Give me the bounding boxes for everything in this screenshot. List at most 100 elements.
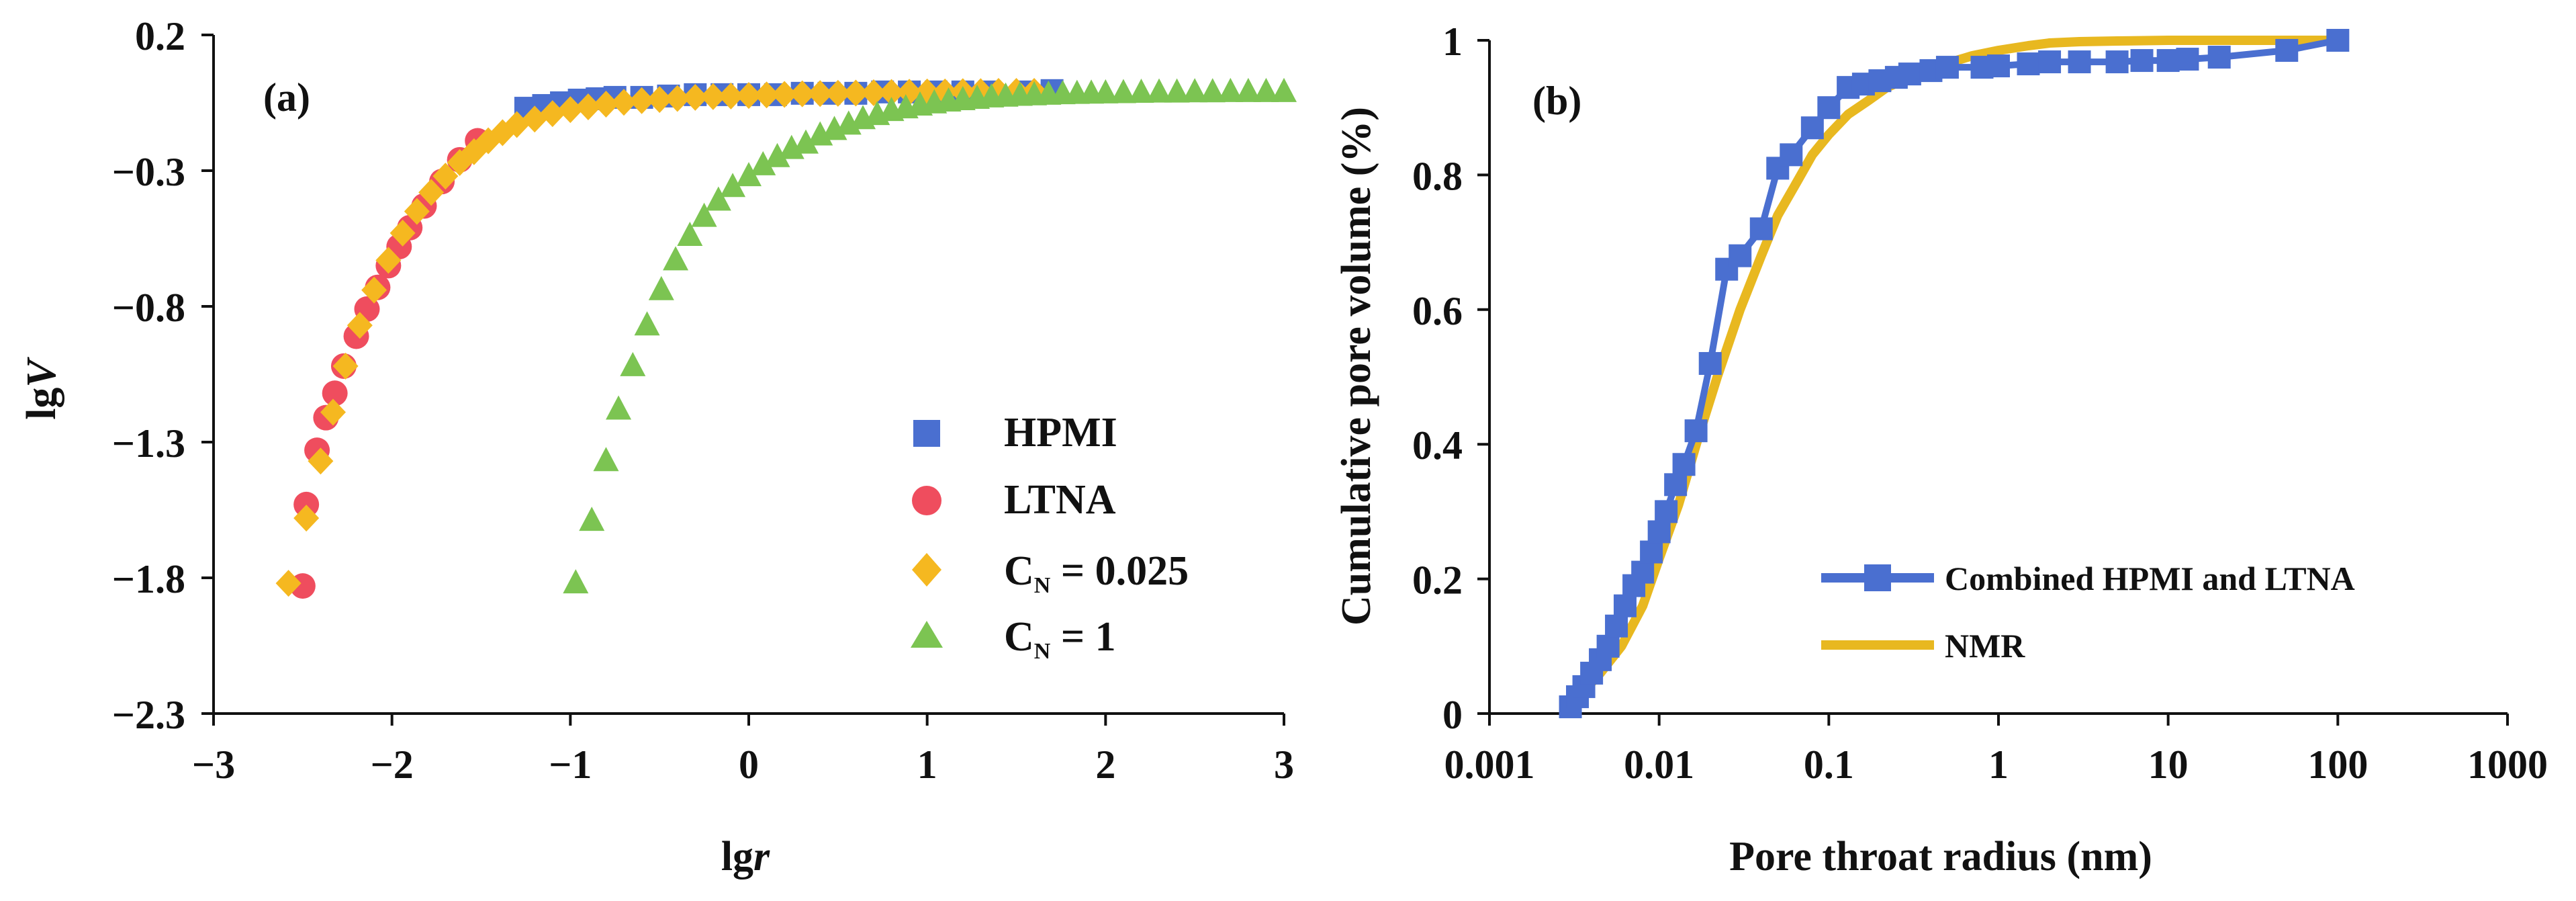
panel-a-y-tick-label: −0.3	[112, 150, 185, 194]
point-c-n-0-025	[772, 81, 798, 108]
point-c-n-1	[593, 447, 619, 472]
point-c-n-1	[606, 395, 632, 420]
point-combined-hpmi-and-ltna	[1698, 351, 1722, 375]
panel-a-x-label-var: r	[753, 834, 770, 879]
panel-a-data-points	[275, 77, 1297, 599]
point-combined-hpmi-and-ltna	[2105, 50, 2129, 74]
panel-a-legend: HPMI LTNA CN = 0.025 CN = 1	[911, 410, 1189, 664]
panel-b-x-tick-label: 0.001	[1444, 742, 1535, 787]
point-c-n-1	[579, 507, 605, 531]
point-c-n-1	[720, 173, 746, 198]
panel-a-x-tick-label: 1	[917, 742, 937, 787]
point-combined-hpmi-and-ltna	[2156, 49, 2180, 73]
point-c-n-0-025	[389, 219, 416, 247]
point-combined-hpmi-and-ltna	[1596, 634, 1620, 658]
point-combined-hpmi-and-ltna	[1749, 217, 1773, 241]
point-c-n-0-025	[896, 79, 923, 106]
point-combined-hpmi-and-ltna	[1780, 143, 1803, 167]
point-c-n-0-025	[718, 82, 744, 110]
legend-cn1-marker	[911, 621, 943, 648]
point-c-n-0-025	[418, 179, 445, 206]
panel-a-y-label-main: lg	[19, 388, 64, 420]
legend-cn0025-suffix: = 0.025	[1050, 548, 1189, 594]
point-c-n-1	[563, 569, 589, 594]
point-c-n-1	[1253, 77, 1279, 102]
point-c-n-0-025	[825, 79, 851, 107]
point-c-n-1	[1182, 78, 1208, 103]
point-combined-hpmi-and-ltna	[1898, 62, 1921, 86]
point-c-n-1	[1146, 78, 1172, 103]
panel-a-chart: 0.2 −0.3 −0.8 −1.3 −1.8 −2.3 −3 −2 −1 0 1 2 3 (a) l…	[19, 14, 1297, 879]
legend-combined-label: Combined HPMI and LTNA	[1945, 560, 2355, 597]
point-c-n-0-025	[432, 163, 459, 190]
panel-b-y-tick-label: 0.6	[1412, 289, 1463, 333]
panel-b-label: (b)	[1532, 79, 1581, 123]
point-c-n-1	[736, 162, 762, 187]
point-c-n-0-025	[320, 398, 346, 426]
point-c-n-0-025	[664, 85, 690, 112]
point-c-n-1	[793, 129, 819, 154]
panel-b-x-tick-label: 10	[2148, 742, 2189, 787]
legend-cn0025-marker	[912, 553, 941, 587]
point-c-n-0-025	[361, 276, 387, 304]
point-combined-hpmi-and-ltna	[1817, 96, 1841, 120]
panel-a-x-tick-label: −3	[192, 742, 235, 787]
nmr-line	[1561, 36, 2343, 712]
point-c-n-1	[1235, 77, 1261, 102]
panel-a-x-tick-label: −2	[371, 742, 414, 787]
point-c-n-1	[620, 351, 646, 376]
legend-cn0025-sub: N	[1034, 573, 1051, 598]
panel-a-x-label: lgr	[721, 834, 770, 879]
point-c-n-0-025	[878, 79, 905, 106]
point-c-n-1	[1110, 79, 1136, 103]
combined-line	[1567, 37, 2342, 710]
panel-b-series	[1559, 29, 2350, 718]
panel-b-y-tick-label: 0.8	[1412, 154, 1463, 198]
point-combined-hpmi-and-ltna	[2130, 49, 2154, 73]
point-c-n-1	[691, 202, 717, 227]
panel-b-x-tick-label: 1	[1988, 742, 2009, 787]
point-c-n-0-025	[789, 80, 815, 108]
panel-a-x-tick-label: 0	[739, 742, 759, 787]
point-c-n-0-025	[629, 87, 655, 114]
point-combined-hpmi-and-ltna	[1935, 56, 1959, 79]
point-c-n-1	[634, 311, 660, 336]
point-combined-hpmi-and-ltna	[1987, 54, 2010, 78]
point-c-n-0-025	[700, 83, 726, 110]
point-c-n-0-025	[308, 447, 334, 475]
panel-a-x-tick-label: 2	[1095, 742, 1115, 787]
point-c-n-1	[677, 221, 703, 246]
point-c-n-0-025	[293, 505, 320, 532]
panel-b-y-tick-label: 1	[1442, 19, 1463, 64]
panel-b-y-tick-label: 0.2	[1412, 558, 1463, 603]
point-c-n-1	[648, 275, 674, 300]
panel-b-x-tick-label: 100	[2307, 742, 2368, 787]
point-combined-hpmi-and-ltna	[1640, 540, 1663, 564]
point-c-n-1	[705, 186, 731, 211]
panel-b-x-label: Pore throat radius (nm)	[1729, 834, 2152, 879]
panel-b-y-tick-label: 0.4	[1412, 423, 1463, 468]
panel-a-x-tick-label: −1	[549, 742, 592, 787]
point-c-n-0-025	[332, 352, 359, 380]
point-c-n-0-025	[593, 91, 619, 118]
point-combined-hpmi-and-ltna	[1613, 594, 1637, 617]
panel-a-x-label-main: lg	[721, 834, 753, 879]
panel-a-y-tick-label: −0.8	[112, 286, 185, 330]
legend-cn1-label: CN = 1	[1004, 614, 1116, 664]
point-c-n-0-025	[736, 82, 762, 110]
point-c-n-0-025	[860, 79, 886, 107]
legend-ltna-label: LTNA	[1004, 477, 1116, 523]
legend-hpmi-label: HPMI	[1004, 410, 1117, 456]
point-combined-hpmi-and-ltna	[1729, 244, 1752, 267]
point-c-n-0-025	[404, 198, 430, 225]
legend-hpmi-marker	[913, 420, 940, 447]
point-c-n-1	[663, 246, 689, 271]
point-combined-hpmi-and-ltna	[1684, 419, 1708, 443]
point-c-n-1	[750, 151, 776, 175]
panel-a-x-ticks: −3 −2 −1 0 1 2 3	[192, 714, 1294, 787]
point-combined-hpmi-and-ltna	[2017, 52, 2040, 76]
panel-b-x-tick-label: 1000	[2467, 742, 2548, 787]
point-c-n-0-025	[539, 100, 565, 128]
panel-a-label: (a)	[263, 75, 310, 120]
